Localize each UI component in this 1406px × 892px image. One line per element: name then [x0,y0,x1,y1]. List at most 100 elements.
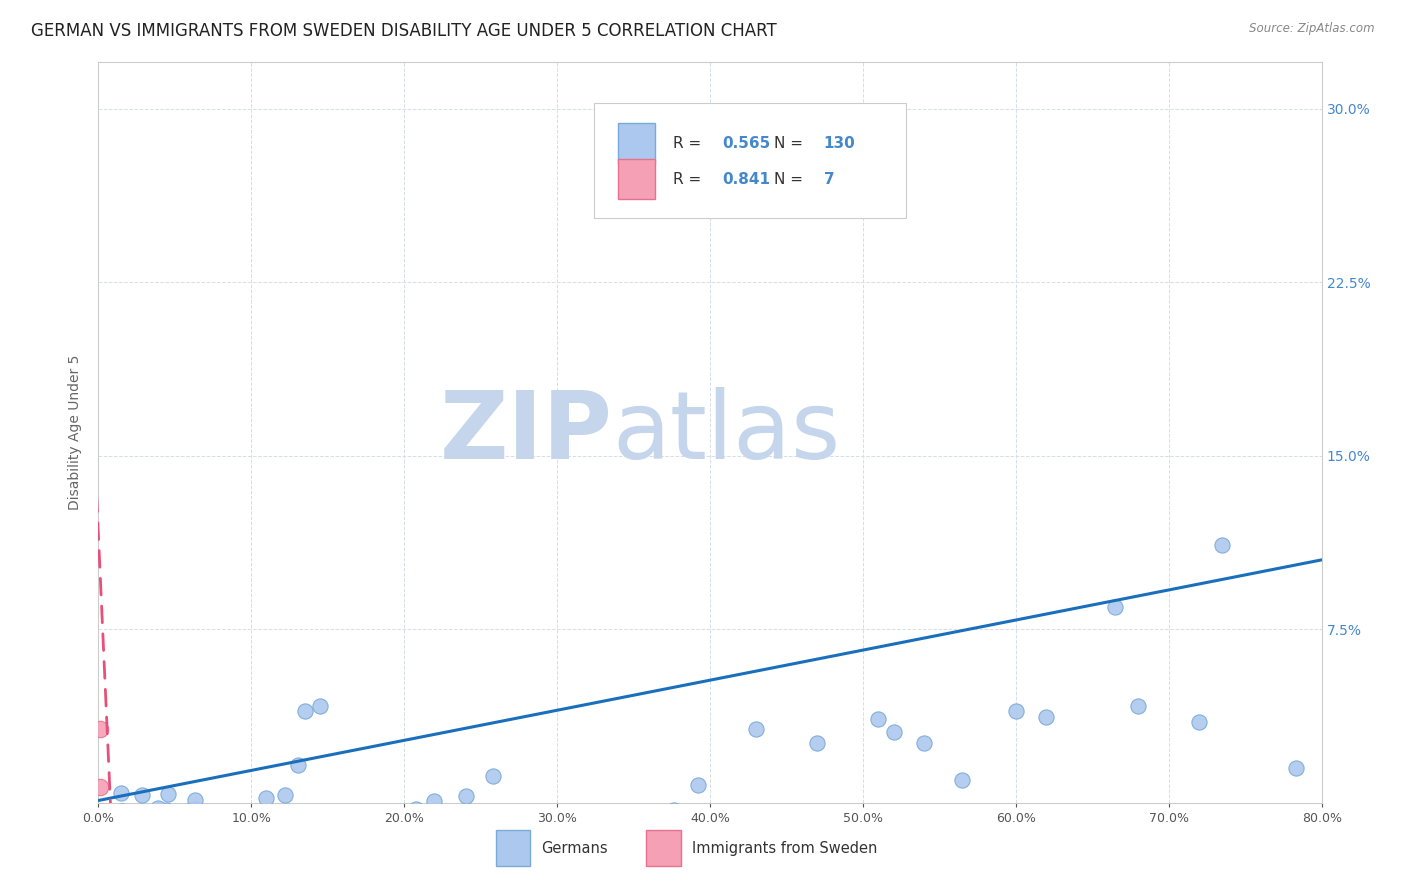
Point [686,647,709,661]
Text: 0.565: 0.565 [723,136,770,152]
Point [745,523,768,537]
Point [495,715,517,730]
Point [155,767,177,781]
Point [118,780,141,795]
Point [129,762,152,776]
Text: Source: ZipAtlas.com: Source: ZipAtlas.com [1250,22,1375,36]
Point [183,762,205,776]
Text: atlas: atlas [612,386,841,479]
Point [179,742,201,756]
Point [1285,608,1308,623]
Point [98,782,121,797]
Point [120,774,142,789]
Point [93,755,115,769]
Point [186,699,208,714]
Text: ZIP: ZIP [439,386,612,479]
Point [156,668,179,682]
Point [145,773,167,788]
Point [1128,472,1150,486]
Point [135,774,157,789]
Point [131,669,153,683]
Point [145,730,167,744]
Point [139,761,162,775]
Point [156,764,179,778]
Point [295,761,318,775]
Point [253,761,276,775]
Point [146,698,169,713]
Point [96,781,118,796]
Point [883,530,905,544]
Point [122,733,145,747]
Point [118,753,141,767]
Text: 130: 130 [824,136,855,152]
Text: N =: N = [773,172,807,187]
Point [93,768,115,782]
Text: Germans: Germans [541,841,607,856]
Point [202,772,225,787]
Point [254,677,277,691]
Point [181,743,204,757]
Point [662,703,685,717]
Point [120,759,142,773]
Point [103,764,125,778]
Text: R =: R = [673,136,706,152]
Text: 0.841: 0.841 [723,172,770,187]
Point [288,729,311,743]
Point [1211,113,1233,128]
Point [108,764,131,779]
Point [127,758,149,772]
Text: GERMAN VS IMMIGRANTS FROM SWEDEN DISABILITY AGE UNDER 5 CORRELATION CHART: GERMAN VS IMMIGRANTS FROM SWEDEN DISABIL… [31,22,776,40]
Point [155,703,177,717]
Point [128,717,150,731]
Point [101,791,124,805]
FancyBboxPatch shape [619,123,655,164]
Point [114,780,136,794]
Point [294,483,316,498]
Point [89,652,111,666]
Point [165,746,187,760]
Point [177,779,200,793]
Point [179,751,201,765]
Point [176,739,198,753]
Point [90,707,112,722]
Point [98,756,121,771]
Point [449,735,471,749]
Point [287,603,309,617]
Text: 7: 7 [824,172,834,187]
Point [309,712,332,726]
Point [110,665,132,679]
Point [124,774,146,789]
Point [405,701,427,715]
FancyBboxPatch shape [593,103,905,218]
Point [148,763,170,777]
Point [104,761,127,775]
Point [118,713,141,727]
Point [217,758,239,772]
Point [127,714,149,729]
Point [136,756,159,770]
Point [1004,483,1026,498]
Point [183,743,205,757]
Point [1104,252,1126,266]
Point [172,739,194,753]
Point [166,775,188,789]
Text: N =: N = [773,136,807,152]
Point [302,750,325,764]
Point [111,705,134,719]
Point [135,707,157,722]
Point [309,472,332,486]
Y-axis label: Disability Age Under 5: Disability Age Under 5 [69,355,83,510]
Point [121,785,143,799]
Point [188,754,211,768]
Point [173,739,195,753]
Point [115,786,138,800]
Point [100,791,122,805]
Point [131,770,153,784]
Point [180,738,202,752]
Point [157,749,180,764]
Point [98,734,121,748]
Point [93,720,115,734]
Point [131,778,153,792]
Point [94,772,117,787]
Point [423,682,446,697]
